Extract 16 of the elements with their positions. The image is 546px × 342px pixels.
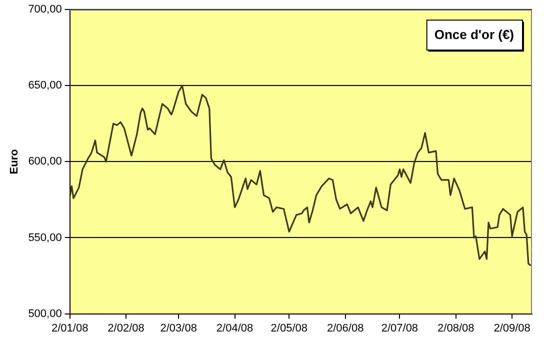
x-tick-label: 2/07/08 [381,322,418,334]
y-tick-label: 650,00 [28,80,62,92]
x-tick-label: 2/08/08 [438,322,474,334]
y-tick-label: 600,00 [28,156,62,168]
y-tick-label: 700,00 [28,4,62,16]
x-tick-label: 2/02/08 [108,322,144,334]
x-tick-label: 2/05/08 [270,322,308,334]
x-tick-label: 2/03/08 [160,322,197,334]
x-tick-label: 2/09/08 [494,322,530,334]
x-tick-label: 2/04/08 [216,322,254,334]
x-tick-label: 2/01/08 [51,322,88,334]
y-tick-label: 550,00 [28,232,62,244]
x-tick-label: 2/06/08 [326,322,364,334]
y-axis-title: Euro [8,148,21,174]
text: Once d'or (€) [434,27,514,42]
y-tick-label: 500,00 [28,308,62,320]
